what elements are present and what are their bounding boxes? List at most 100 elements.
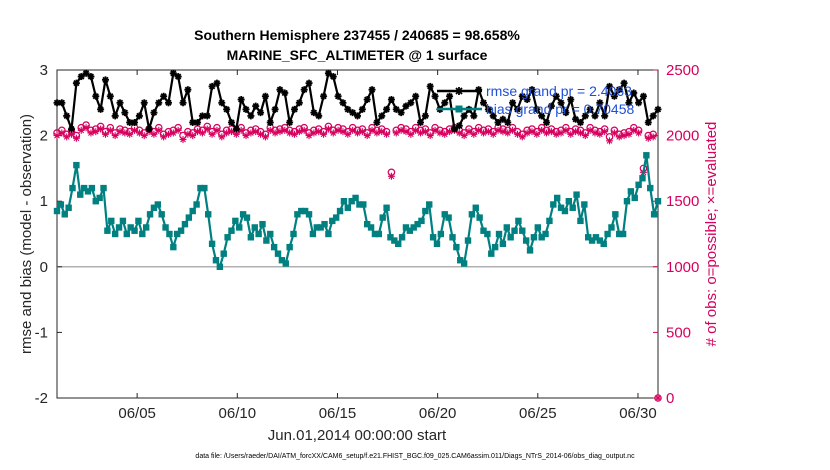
bias-point — [69, 184, 76, 192]
rmse-point — [198, 112, 206, 120]
y2-tick-label: 0 — [666, 390, 674, 407]
obs-evaluated-point — [184, 130, 192, 138]
bias-point — [457, 257, 464, 264]
rmse-point — [610, 92, 618, 100]
bias-point — [77, 191, 84, 198]
y2-tick-label: 500 — [666, 324, 691, 341]
rmse-point — [72, 79, 80, 87]
rmse-point — [499, 115, 507, 123]
bias-point — [313, 224, 320, 231]
rmse-point — [295, 99, 303, 107]
rmse-point — [397, 109, 405, 117]
rmse-point — [155, 99, 163, 107]
y2-ticks: 0 500 1000 1500 2000 2500 — [653, 62, 699, 407]
x-tick-label: 06/30 — [619, 405, 657, 422]
bias-point — [205, 211, 212, 218]
rmse-point — [354, 112, 361, 120]
rmse-point — [387, 96, 395, 104]
obs-evaluated-point — [417, 129, 425, 137]
rmse-point — [237, 96, 245, 104]
rmse-point — [383, 105, 391, 113]
rmse-point — [82, 69, 90, 77]
bias-point — [61, 211, 68, 218]
bias-point — [57, 201, 65, 208]
bias-point — [449, 234, 456, 241]
obs-evaluated-point — [58, 129, 66, 137]
obs-evaluated-point — [431, 126, 439, 134]
obs-evaluated-point — [635, 129, 643, 137]
bias-point — [472, 204, 479, 211]
obs-evaluated-point — [538, 126, 546, 134]
obs-evaluated-point — [407, 130, 415, 138]
chart-subtitle: MARINE_SFC_ALTIMETER @ 1 surface — [227, 47, 488, 63]
obs-evaluated-point — [126, 130, 134, 138]
obs-evaluated-point — [339, 128, 347, 136]
obs-evaluated-point — [480, 129, 488, 137]
rmse-point — [131, 118, 139, 126]
rmse-point — [232, 125, 240, 133]
rmse-point — [654, 105, 662, 113]
obs-evaluated-point — [344, 130, 352, 138]
obs-evaluated-point — [334, 126, 342, 134]
bias-point — [538, 234, 545, 241]
bias-point — [616, 230, 623, 238]
obs-evaluated-point — [654, 394, 662, 402]
bias-point — [259, 220, 266, 228]
bias-point — [100, 184, 107, 192]
obs-evaluated-point — [397, 126, 405, 134]
obs-evaluated-point — [305, 132, 313, 140]
bias-point — [220, 250, 227, 257]
rmse-point — [194, 118, 202, 126]
obs-evaluated-point — [620, 132, 628, 140]
x-tick-label: 06/20 — [419, 405, 457, 422]
bias-point — [243, 214, 251, 221]
rmse-point — [145, 125, 153, 133]
rmse-point — [412, 92, 420, 100]
obs-evaluated-series — [53, 124, 662, 402]
bias-point — [519, 227, 526, 234]
rmse-point — [431, 92, 439, 100]
rmse-point — [470, 112, 478, 120]
obs-evaluated-point — [169, 129, 177, 137]
bias-point — [546, 217, 553, 225]
obs-evaluated-point — [111, 132, 119, 140]
obs-evaluated-point — [286, 129, 294, 137]
rmse-point — [484, 105, 492, 113]
bias-point — [224, 234, 231, 241]
rmse-point — [606, 82, 614, 90]
obs-evaluated-point — [135, 129, 143, 137]
obs-evaluated-point — [552, 130, 560, 138]
obs-evaluated-point — [509, 126, 517, 134]
bias-point — [491, 243, 499, 251]
rmse-point — [276, 86, 284, 94]
obs-evaluated-point — [189, 132, 197, 140]
bias-point — [348, 198, 355, 205]
rmse-point — [625, 99, 633, 107]
bias-point — [162, 224, 169, 231]
y2-axis-label: # of obs: o=possible; ×=evaluated — [703, 122, 720, 347]
obs-evaluated-point — [426, 132, 434, 140]
rmse-point — [213, 79, 221, 87]
bias-point — [522, 237, 530, 244]
obs-evaluated-point — [513, 130, 521, 138]
y2-tick-label: 1000 — [666, 259, 699, 276]
legend-bias-label: bias grand pr = 0.70458 — [486, 101, 634, 117]
bias-point — [166, 230, 173, 238]
bias-point — [643, 152, 650, 159]
rmse-point — [402, 102, 410, 110]
x-tick-label: 06/15 — [319, 405, 357, 422]
bias-point — [565, 198, 573, 205]
bias-point — [80, 184, 88, 192]
bias-point — [375, 230, 383, 238]
bias-point — [139, 230, 146, 238]
rmse-point — [106, 92, 114, 100]
bias-point — [507, 234, 514, 241]
bias-point — [111, 230, 119, 238]
obs-evaluated-point — [387, 172, 395, 180]
rmse-point — [121, 109, 129, 117]
rmse-point — [649, 112, 657, 120]
rmse-point — [339, 99, 347, 107]
bias-point — [73, 161, 80, 169]
rmse-point — [324, 69, 332, 77]
bias-point — [639, 175, 646, 182]
